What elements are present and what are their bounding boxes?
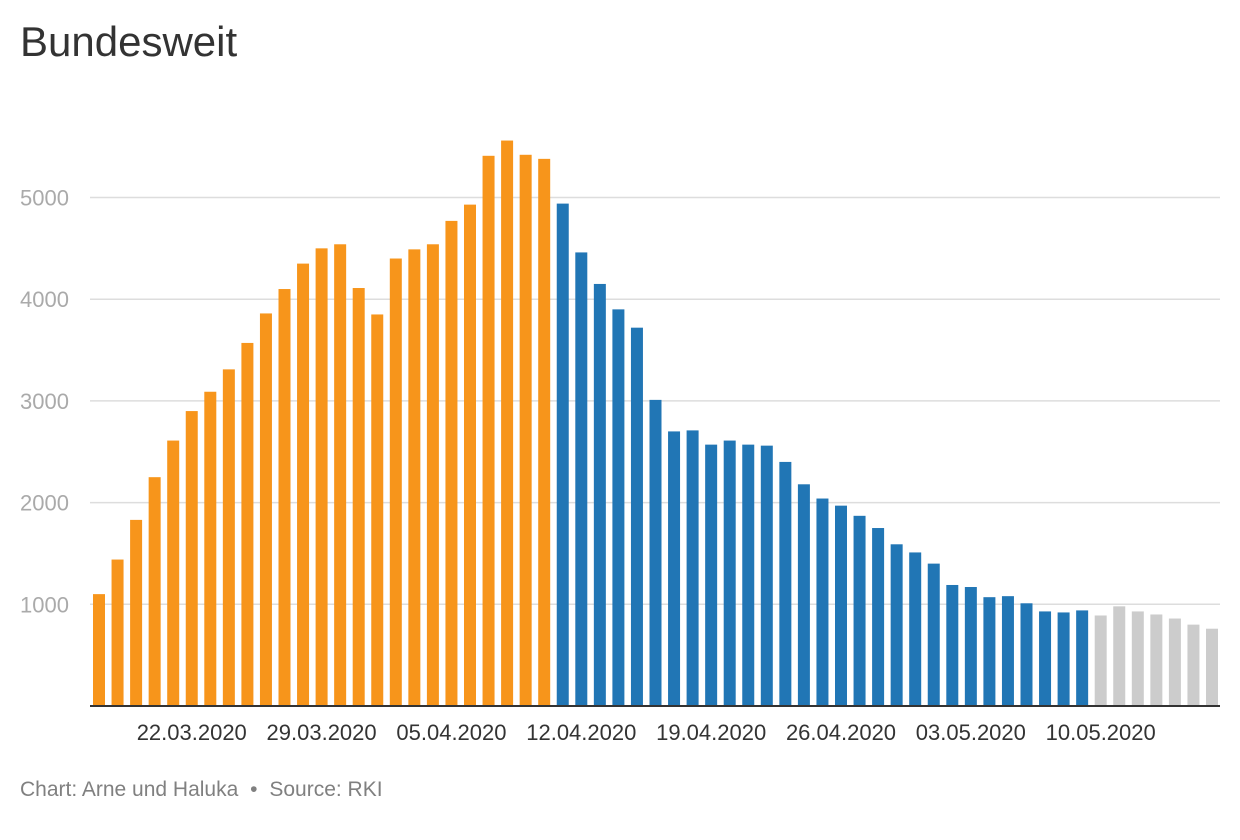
x-tick-label: 05.04.2020: [396, 720, 506, 745]
bar: [538, 158, 551, 706]
bar: [167, 440, 180, 706]
bar: [111, 559, 124, 706]
bar: [1168, 618, 1181, 706]
bar: [983, 597, 996, 706]
x-tick-label: 29.03.2020: [267, 720, 377, 745]
bar: [297, 263, 310, 706]
bar: [315, 248, 328, 706]
bar: [408, 249, 421, 706]
y-tick-label: 1000: [20, 592, 69, 617]
bar: [612, 309, 625, 706]
bar: [705, 444, 718, 706]
bar: [1039, 611, 1052, 706]
bar: [964, 587, 977, 706]
bar: [371, 314, 384, 706]
bar: [1131, 611, 1144, 706]
bar: [909, 552, 922, 706]
bar: [389, 258, 402, 706]
bar: [668, 431, 681, 706]
bar: [760, 445, 773, 706]
credit-text: Chart: Arne und Haluka: [20, 778, 239, 801]
bar: [93, 594, 105, 706]
bar: [259, 313, 272, 706]
bar: [742, 444, 755, 706]
x-tick-label: 19.04.2020: [656, 720, 766, 745]
bar: [686, 430, 699, 706]
y-tick-label: 4000: [20, 287, 69, 312]
bar: [1206, 628, 1218, 706]
y-tick-label: 5000: [20, 186, 69, 211]
bar: [426, 244, 439, 707]
bar: [148, 477, 161, 706]
y-tick-label: 2000: [20, 491, 69, 516]
bar: [185, 411, 198, 706]
bar: [816, 498, 829, 706]
bar: [1020, 603, 1033, 706]
x-tick-label: 03.05.2020: [916, 720, 1026, 745]
bar: [835, 505, 847, 706]
bar: [204, 391, 217, 706]
bar: [482, 155, 495, 707]
bar: [1057, 612, 1070, 706]
bar: [890, 544, 903, 706]
bar: [1001, 596, 1014, 706]
bar: [464, 204, 476, 706]
bar: [797, 484, 810, 706]
bar: [927, 563, 940, 706]
bar: [872, 528, 885, 706]
bar: [593, 283, 606, 706]
bar: [352, 288, 365, 706]
source-text: Source: RKI: [269, 778, 383, 801]
x-tick-label: 10.05.2020: [1046, 720, 1156, 745]
bar: [1076, 610, 1089, 706]
bar: [1187, 624, 1200, 706]
bar: [334, 244, 347, 707]
bar: [501, 140, 514, 707]
x-tick-label: 22.03.2020: [137, 720, 247, 745]
bar: [519, 154, 532, 706]
bar: [723, 440, 736, 706]
bar: [278, 289, 291, 706]
bar: [779, 461, 792, 706]
chart-footer: Chart: Arne und Haluka • Source: RKI: [20, 778, 383, 802]
bar: [1150, 614, 1163, 706]
x-tick-label: 26.04.2020: [786, 720, 896, 745]
x-tick-label: 12.04.2020: [526, 720, 636, 745]
bar: [222, 369, 235, 706]
bar: [946, 584, 959, 706]
bar: [556, 203, 569, 707]
y-tick-label: 3000: [20, 389, 69, 414]
bar: [241, 342, 254, 706]
bar: [575, 252, 588, 706]
bar: [649, 399, 662, 706]
bar: [1094, 615, 1107, 706]
bar: [853, 515, 866, 706]
bar: [630, 327, 643, 706]
bar: [1113, 606, 1126, 706]
bar: [445, 220, 458, 707]
bar: [130, 519, 143, 706]
chart-title: Bundesweit: [20, 18, 238, 65]
separator-dot: •: [250, 778, 258, 801]
